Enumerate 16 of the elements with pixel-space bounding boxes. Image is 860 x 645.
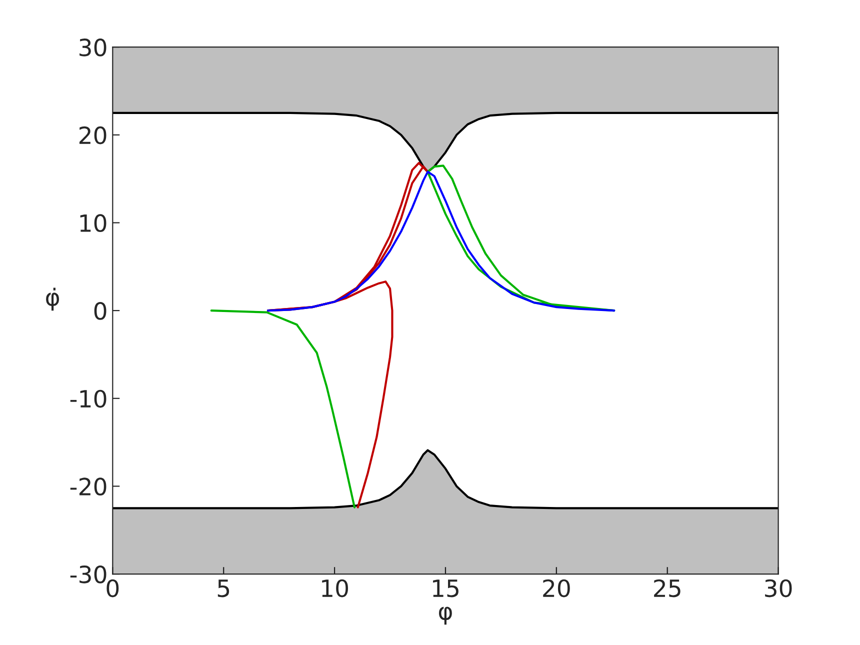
x-tick-label: 10 (322, 579, 348, 598)
x-tick-label: 0 (106, 579, 119, 598)
y-tick-label: 30 (80, 38, 106, 56)
x-tick-label: 30 (765, 579, 792, 598)
y-tick-label: 10 (80, 214, 106, 232)
y-tick-label: 0 (94, 302, 106, 320)
y-tick-label: -20 (70, 478, 106, 496)
y-axis-title: φ̇ (46, 288, 59, 311)
x-tick-label: 20 (543, 579, 570, 598)
x-tick-label: 15 (433, 580, 458, 598)
x-axis-title: φ (438, 606, 452, 625)
x-tick-label: 25 (654, 579, 680, 598)
x-tick-label: 5 (218, 580, 230, 598)
y-tick-label: -30 (70, 565, 106, 584)
y-tick-label: 20 (79, 126, 106, 144)
y-tick-label: -10 (70, 390, 106, 408)
